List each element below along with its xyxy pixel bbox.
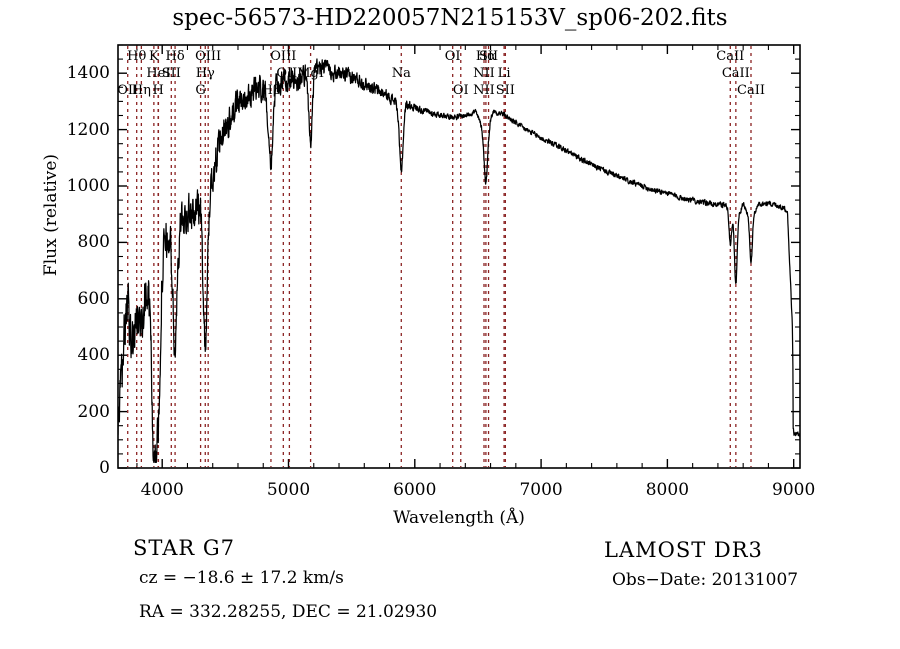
y-tick-label: 0 xyxy=(99,458,110,478)
spectral-line-label: OII xyxy=(117,83,139,98)
spectral-line-label: MgI xyxy=(297,66,324,81)
survey-label: LAMOST DR3 xyxy=(604,538,763,562)
radial-velocity-label: cz = −18.6 ± 17.2 km/s xyxy=(139,568,344,588)
observation-date-label: Obs−Date: 20131007 xyxy=(612,570,799,590)
spectral-line-label: OI xyxy=(444,49,461,64)
spectral-line-label: Hβ xyxy=(261,83,281,98)
spectral-line-label: OIII xyxy=(276,66,303,81)
x-tick-label: 4000 xyxy=(140,480,184,500)
spectral-line-label: G xyxy=(195,83,206,98)
spectral-line-label: CaII xyxy=(737,83,765,98)
spectral-line-label: CaII xyxy=(716,49,745,64)
spectral-line-label: H xyxy=(152,83,164,98)
spectral-line-label: Na xyxy=(391,66,411,81)
spectral-line-label: Li xyxy=(497,66,511,81)
y-tick-label: 600 xyxy=(77,288,110,309)
y-axis-title: Flux (relative) xyxy=(41,153,61,277)
spectral-line-label: K xyxy=(149,49,159,64)
figure-title: spec-56573-HD220057N215153V_sp06-202.fit… xyxy=(172,5,728,31)
x-axis-title: Wavelength (Å) xyxy=(393,508,525,528)
y-tick-label: 1000 xyxy=(66,176,110,196)
y-tick-label: 400 xyxy=(77,345,110,366)
coordinates-label: RA = 332.28255, DEC = 21.02930 xyxy=(139,602,438,622)
object-type-label: STAR G7 xyxy=(133,536,236,560)
spectral-line-label: CaII xyxy=(721,66,750,81)
spectral-line-label: OIII xyxy=(270,49,297,64)
y-tick-label: 800 xyxy=(77,232,110,253)
y-tick-label: 1400 xyxy=(66,63,110,84)
x-tick-label: 7000 xyxy=(519,480,563,500)
spectral-line-label: Hδ xyxy=(165,49,185,64)
spectral-line-label: SII xyxy=(478,49,499,64)
spectral-line-label: SII xyxy=(495,83,515,98)
x-tick-label: 5000 xyxy=(266,480,311,500)
y-tick-label: 200 xyxy=(77,401,110,422)
spectral-line-label: Hα xyxy=(475,49,496,64)
spectral-line-label: Hη xyxy=(131,83,151,98)
spectral-line-label: SII xyxy=(161,66,181,81)
spectral-line-label: NII xyxy=(473,66,495,81)
x-tick-label: 9000 xyxy=(772,480,816,500)
spectral-line-label: OI xyxy=(452,83,469,98)
spectral-line-label: NII xyxy=(473,83,495,98)
spectral-line-label: OIII xyxy=(195,49,222,64)
x-tick-label: 8000 xyxy=(645,480,690,500)
spectral-line-label: HeI xyxy=(146,66,171,81)
spectral-line-label: Hγ xyxy=(195,66,215,81)
y-tick-label: 1200 xyxy=(66,119,110,140)
spectral-line-label: Hθ xyxy=(127,49,147,64)
x-tick-label: 6000 xyxy=(393,480,437,500)
